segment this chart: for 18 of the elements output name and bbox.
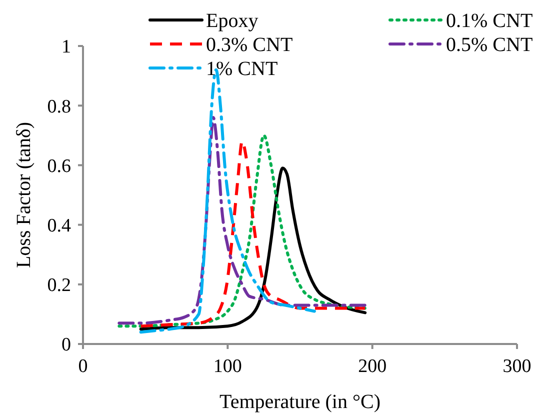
y-tick-label: 0 [62,334,71,356]
legend-label: 0.1% CNT [446,10,533,32]
line-series [139,166,367,331]
x-axis-title: Temperature (in °C) [220,391,380,413]
x-tick-label: 100 [213,356,242,377]
y-tick-label: 0.8 [47,96,71,118]
x-tick-label: 300 [502,356,532,377]
y-axis-title: Loss Factor (tanδ) [13,122,35,268]
legend-label: 0.5% CNT [446,34,533,56]
y-tick-label: 0.6 [47,156,71,177]
legend-label: 1% CNT [206,58,278,80]
y-tick-label: 1 [62,36,71,58]
y-tick-label: 0.2 [47,275,71,296]
x-tick-label: 0 [78,356,88,377]
legend-label: Epoxy [206,10,258,32]
x-tick-label: 200 [358,356,387,377]
legend-label: 0.3% CNT [206,34,293,56]
y-tick-label: 0.4 [47,215,72,236]
